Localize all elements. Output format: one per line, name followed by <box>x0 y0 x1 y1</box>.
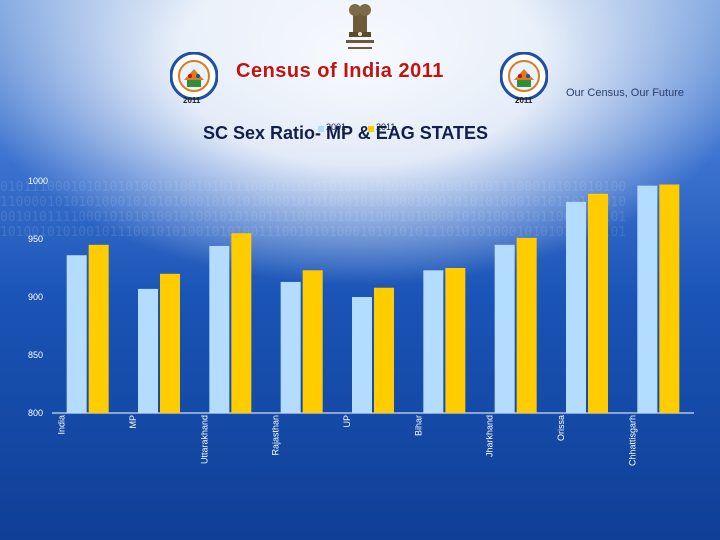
legend-swatch-2001 <box>318 126 324 132</box>
x-tick-label: Bihar <box>413 415 423 436</box>
x-tick-label: MP <box>128 415 138 429</box>
bar-up-2001 <box>352 297 372 413</box>
x-tick-label: Uttarakhand <box>199 415 209 464</box>
census-logo-icon: 2011 <box>169 51 219 105</box>
y-tick-label: 850 <box>28 350 44 360</box>
bar-uttarakhand-2011 <box>231 233 252 413</box>
y-tick-label: 1000 <box>28 176 49 186</box>
bar-chhattisgarh-2011 <box>659 184 680 413</box>
y-tick-label: 800 <box>28 408 44 418</box>
x-tick-label: Orissa <box>556 415 566 441</box>
binary-watermark: 0101110001010101010010100101011100010101… <box>0 180 627 240</box>
x-tick-label: Jharkhand <box>485 415 495 457</box>
x-tick-label: Chhattisgarh <box>627 415 637 466</box>
legend-label-2011: 2011 <box>376 122 396 132</box>
logo-year-right: 2011 <box>515 96 533 105</box>
chart-title: SC Sex Ratio- MP & EAG STATES <box>203 123 489 143</box>
x-tick-label: UP <box>342 415 352 428</box>
bar-india-2001 <box>66 255 87 413</box>
bar-chhattisgarh-2001 <box>637 185 658 413</box>
bar-rajasthan-2011 <box>302 270 323 413</box>
bar-up-2011 <box>374 287 394 413</box>
tagline: Our Census, Our Future <box>566 87 684 99</box>
legend-swatch-2011 <box>368 126 374 132</box>
bar-uttarakhand-2001 <box>209 245 230 413</box>
logo-year-left: 2011 <box>183 96 201 105</box>
bar-jharkhand-2001 <box>494 244 515 413</box>
national-emblem-icon <box>346 4 374 49</box>
y-tick-label: 950 <box>28 234 44 244</box>
bar-india-2011 <box>88 244 109 413</box>
bar-rajasthan-2001 <box>280 281 301 413</box>
y-tick-label: 900 <box>28 292 44 302</box>
bar-jharkhand-2011 <box>516 237 537 413</box>
bar-orissa-2011 <box>588 193 608 413</box>
bar-bihar-2011 <box>445 268 466 413</box>
bar-mp-2011 <box>160 273 180 413</box>
x-tick-label: Rajasthan <box>271 415 281 456</box>
legend-label-2001: 2001 <box>326 122 347 132</box>
bar-orissa-2001 <box>566 201 586 413</box>
census-logo-icon: 2011 <box>499 51 549 105</box>
bar-mp-2001 <box>138 288 158 413</box>
page-title: Census of India 2011 <box>236 60 444 82</box>
x-tick-label: India <box>57 415 67 435</box>
bar-bihar-2001 <box>423 270 444 413</box>
